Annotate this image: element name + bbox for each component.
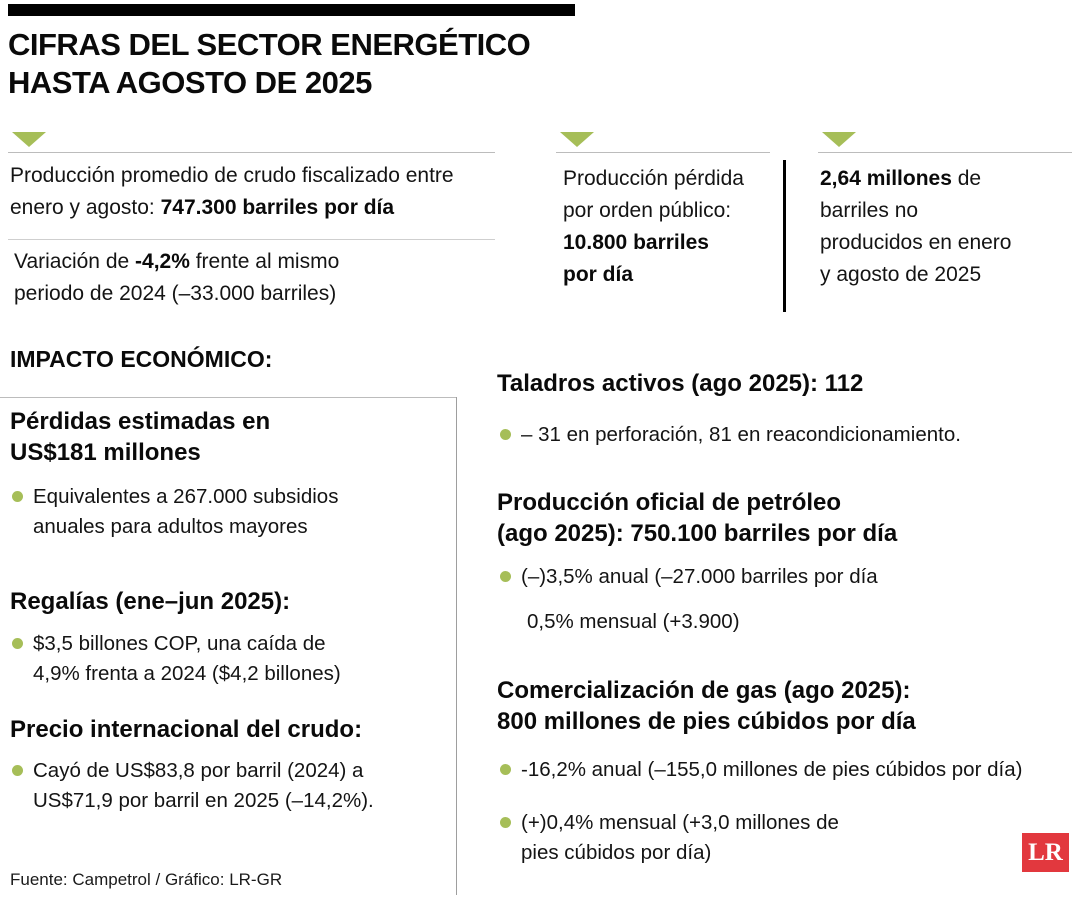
impact-top-rule — [0, 397, 456, 398]
active-rigs-bullet: – 31 en perforación, 81 en reacondiciona… — [500, 420, 1066, 450]
losses-title: Pérdidas estimadas en US$181 millones — [10, 408, 271, 466]
variation-text-tail: frente al mismo periodo de 2024 (–33.000… — [14, 250, 340, 305]
variation-text: Variación de — [14, 250, 136, 273]
crude-production-stat: Producción promedio de crudo fiscalizado… — [10, 160, 505, 224]
header-black-bar — [8, 4, 575, 16]
bullet-dot-icon — [12, 765, 23, 776]
crude-production-text: Producción promedio de crudo fiscalizado… — [10, 164, 454, 219]
variation-stat: Variación de -4,2% frente al mismo perio… — [14, 246, 404, 310]
royalties-bullet: $3,5 billones COP, una caída de 4,9% fre… — [12, 629, 373, 689]
oil-price-title: Precio internacional del crudo: — [10, 716, 363, 743]
triangle-marker-icon — [822, 132, 856, 147]
oil-production-subline: 0,5% mensual (+3.900) — [527, 610, 740, 633]
triangle-marker-icon — [12, 132, 46, 147]
lost-production-stat: Producción pérdida por orden público: 10… — [563, 163, 748, 291]
royalties-title: Regalías (ene–jun 2025): — [10, 588, 291, 615]
official-oil-production-title: Producción oficial de petróleo (ago 2025… — [497, 489, 898, 547]
bullet-dot-icon — [12, 638, 23, 649]
unproduced-barrels-stat: 2,64 millones de barriles no producidos … — [820, 163, 1025, 291]
top-columns-divider — [783, 160, 786, 312]
gas-commercialization-title: Comercialización de gas (ago 2025): 800 … — [497, 677, 916, 735]
gas-monthly-bullet: (+)0,4% mensual (+3,0 millones de pies c… — [500, 808, 881, 868]
bullet-dot-icon — [500, 817, 511, 828]
oil-price-bullet: Cayó de US$83,8 por barril (2024) a US$7… — [12, 756, 428, 816]
economic-impact-heading: IMPACTO ECONÓMICO: — [10, 346, 273, 372]
source-credit: Fuente: Campetrol / Gráfico: LR-GR — [10, 870, 283, 889]
crude-production-value: 747.300 barriles por día — [160, 196, 395, 219]
bullet-dot-icon — [500, 764, 511, 775]
oil-production-bullet: (–)3,5% anual (–27.000 barriles por día — [500, 562, 1066, 592]
page-title: CIFRAS DEL SECTOR ENERGÉTICO HASTA AGOST… — [8, 26, 531, 102]
lr-logo: LR — [1022, 833, 1069, 872]
page-title-line1: CIFRAS DEL SECTOR ENERGÉTICO — [8, 27, 531, 62]
triangle-marker-icon — [560, 132, 594, 147]
lost-production-value: 10.800 barriles por día — [563, 231, 709, 286]
column1-rule — [8, 152, 495, 153]
bullet-dot-icon — [12, 491, 23, 502]
losses-bullet: Equivalentes a 267.000 subsidios anuales… — [12, 482, 403, 542]
lost-production-text: Producción pérdida por orden público: — [563, 167, 744, 222]
active-rigs-title: Taladros activos (ago 2025): 112 — [497, 370, 864, 397]
unproduced-barrels-text: de barriles no producidos en enero y ago… — [820, 167, 1012, 286]
lr-logo-text: LR — [1028, 838, 1063, 866]
bullet-dot-icon — [500, 571, 511, 582]
bullet-dot-icon — [500, 429, 511, 440]
gas-annual-bullet: -16,2% anual (–155,0 millones de pies cú… — [500, 755, 1073, 785]
column1-sub-rule — [8, 239, 495, 240]
column3-rule — [818, 152, 1072, 153]
page-title-line2: HASTA AGOSTO DE 2025 — [8, 65, 372, 100]
center-column-divider — [456, 397, 457, 895]
column2-rule — [556, 152, 770, 153]
unproduced-barrels-value: 2,64 millones — [820, 167, 952, 190]
variation-value: -4,2% — [135, 250, 190, 273]
